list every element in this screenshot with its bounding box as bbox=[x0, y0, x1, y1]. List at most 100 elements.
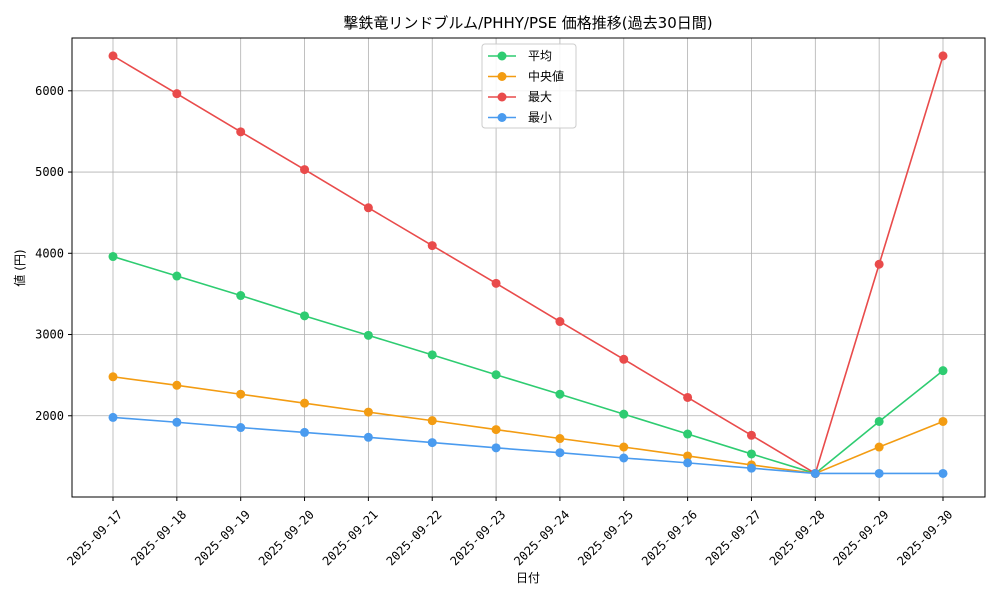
data-point bbox=[108, 372, 118, 382]
x-tick-label: 2025-09-18 bbox=[128, 507, 189, 568]
x-tick-label: 2025-09-28 bbox=[767, 507, 828, 568]
data-point bbox=[810, 468, 820, 478]
data-point bbox=[555, 434, 565, 444]
data-point bbox=[746, 463, 756, 473]
data-point bbox=[491, 443, 501, 453]
data-point bbox=[491, 425, 501, 435]
data-point bbox=[938, 468, 948, 478]
x-tick-label: 2025-09-27 bbox=[703, 507, 764, 568]
x-tick-label: 2025-09-17 bbox=[64, 507, 125, 568]
legend-swatch-marker bbox=[497, 113, 507, 122]
data-point bbox=[363, 407, 373, 417]
series-0 bbox=[108, 252, 948, 478]
data-point bbox=[236, 423, 246, 433]
data-point bbox=[236, 127, 246, 137]
legend-item: 最小 bbox=[488, 111, 552, 125]
data-point bbox=[363, 432, 373, 442]
legend-label: 最小 bbox=[528, 111, 552, 125]
legend-label: 最大 bbox=[528, 90, 552, 104]
y-tick-label: 4000 bbox=[35, 246, 64, 260]
x-tick-label: 2025-09-25 bbox=[575, 507, 636, 568]
x-tick-label: 2025-09-21 bbox=[320, 507, 381, 568]
data-point bbox=[300, 311, 310, 321]
legend-label: 平均 bbox=[528, 49, 552, 63]
chart-title: 撃鉄竜リンドブルム/PHHY/PSE 価格推移(過去30日間) bbox=[343, 14, 712, 32]
x-tick-label: 2025-09-20 bbox=[256, 507, 317, 568]
x-tick-label: 2025-09-19 bbox=[192, 507, 253, 568]
data-point bbox=[427, 416, 437, 426]
data-point bbox=[746, 449, 756, 459]
y-axis: 2000 3000 4000 5000 6000 bbox=[35, 84, 72, 423]
data-point bbox=[300, 165, 310, 175]
data-point bbox=[683, 429, 693, 439]
data-point bbox=[172, 380, 182, 390]
data-point bbox=[683, 451, 693, 461]
data-point bbox=[938, 416, 948, 426]
x-tick-label: 2025-09-30 bbox=[894, 507, 955, 568]
x-tick-label: 2025-09-29 bbox=[831, 507, 892, 568]
data-point bbox=[683, 458, 693, 468]
data-point bbox=[108, 252, 118, 262]
data-point bbox=[874, 442, 884, 452]
data-point bbox=[746, 430, 756, 440]
data-point bbox=[491, 278, 501, 288]
series-line bbox=[112, 416, 943, 475]
series-line bbox=[112, 255, 944, 475]
data-point bbox=[491, 370, 501, 380]
data-point bbox=[555, 317, 565, 327]
data-point bbox=[427, 438, 437, 448]
x-tick-label: 2025-09-24 bbox=[511, 507, 572, 568]
legend-swatch-marker bbox=[497, 92, 507, 102]
legend-item: 最大 bbox=[488, 90, 552, 104]
legend-label: 中央値 bbox=[528, 69, 564, 84]
x-tick-label: 2025-09-23 bbox=[447, 507, 508, 568]
data-point bbox=[938, 366, 948, 376]
data-point bbox=[236, 389, 246, 399]
x-axis-title: 日付 bbox=[516, 571, 540, 585]
series-layer bbox=[108, 51, 948, 478]
series-line bbox=[112, 55, 944, 475]
data-point bbox=[427, 241, 437, 251]
data-point bbox=[108, 51, 118, 61]
data-point bbox=[619, 409, 629, 419]
y-tick-label: 2000 bbox=[35, 409, 64, 423]
data-point bbox=[172, 271, 182, 281]
data-point bbox=[874, 416, 884, 426]
data-point bbox=[108, 412, 118, 422]
series-2 bbox=[108, 51, 948, 478]
legend-item: 平均 bbox=[488, 49, 552, 63]
data-point bbox=[874, 468, 884, 478]
data-point bbox=[619, 354, 629, 364]
x-axis: 2025-09-17 2025-09-18 2025-09-19 2025-09-20… bbox=[64, 497, 955, 568]
data-point bbox=[172, 89, 182, 99]
plot-area-frame bbox=[71, 37, 986, 498]
data-point bbox=[555, 448, 565, 458]
data-point bbox=[619, 442, 629, 452]
data-point bbox=[555, 389, 565, 399]
legend-swatch-marker bbox=[497, 72, 507, 81]
data-point bbox=[172, 417, 182, 427]
data-point bbox=[619, 453, 629, 463]
y-tick-label: 6000 bbox=[35, 84, 64, 98]
data-point bbox=[683, 392, 693, 402]
legend-box bbox=[481, 43, 577, 129]
legend-swatch-marker bbox=[497, 51, 507, 61]
data-point bbox=[236, 291, 246, 301]
x-tick-label: 2025-09-22 bbox=[384, 507, 445, 568]
data-point bbox=[300, 427, 310, 437]
data-point bbox=[363, 330, 373, 340]
data-point bbox=[363, 203, 373, 213]
legend-item: 中央値 bbox=[488, 69, 564, 84]
data-point bbox=[938, 51, 948, 61]
y-tick-label: 5000 bbox=[35, 165, 64, 179]
x-tick-label: 2025-09-26 bbox=[639, 507, 700, 568]
y-axis-title: 値 (円) bbox=[12, 249, 27, 286]
series-3 bbox=[108, 412, 948, 478]
data-point bbox=[874, 259, 884, 269]
data-point bbox=[300, 398, 310, 408]
series-1 bbox=[108, 372, 948, 478]
y-tick-label: 3000 bbox=[35, 328, 64, 342]
data-point bbox=[427, 350, 437, 360]
